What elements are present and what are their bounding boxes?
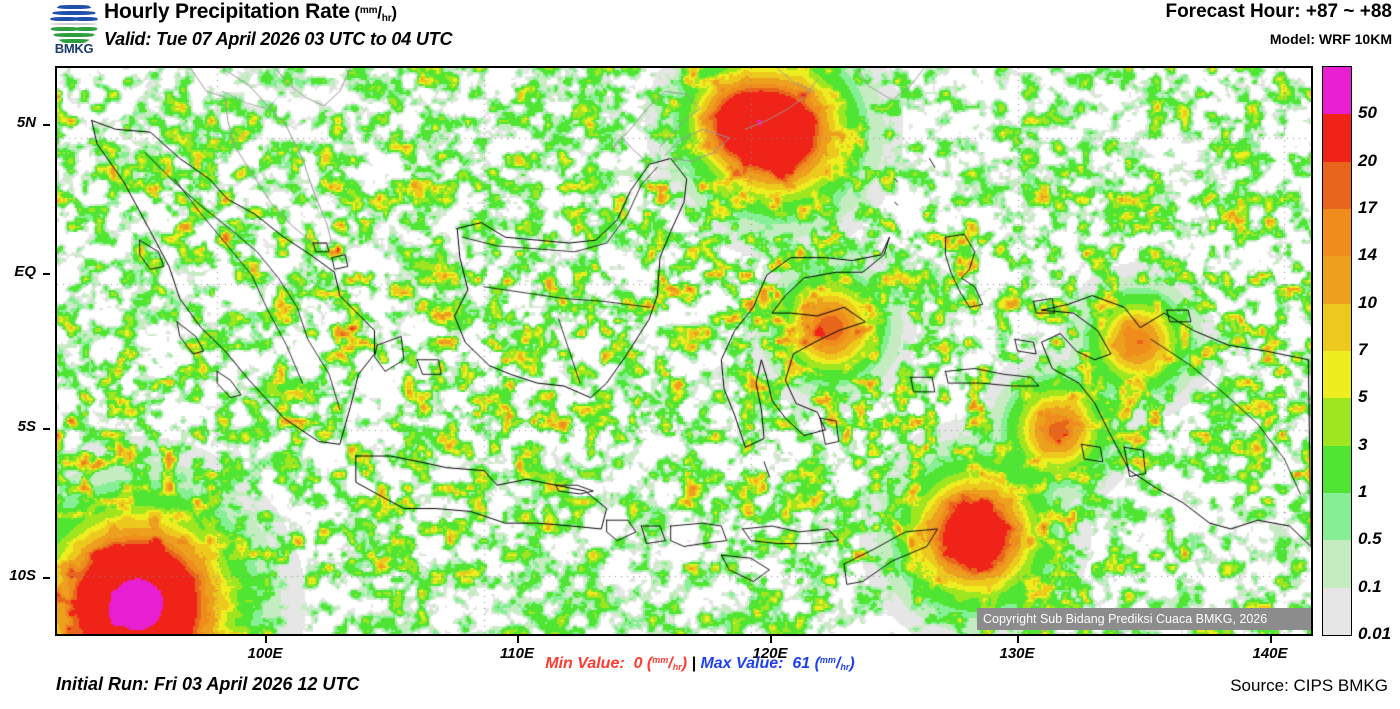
lat-tick-label: EQ xyxy=(14,263,36,280)
precipitation-map[interactable]: Copyright Sub Bidang Prediksi Cuaca BMKG… xyxy=(55,66,1313,636)
initial-run-label: Initial Run: Fri 03 April 2026 12 UTC xyxy=(56,674,360,694)
valid-time-label: Valid: Tue 07 April 2026 03 UTC to 04 UT… xyxy=(104,29,453,49)
page-title-unit: (mm/hr) xyxy=(349,3,397,24)
lon-tick-label: 110E xyxy=(500,645,534,662)
max-value-number: 61 xyxy=(792,655,811,672)
page-title: Hourly Precipitation Rate (mm/hr) xyxy=(104,0,397,24)
colorbar-tick-label: 1 xyxy=(1358,482,1368,501)
lon-tick-mark xyxy=(770,636,772,643)
colorbar-band xyxy=(1323,492,1351,541)
min-unit-num: mm xyxy=(652,655,669,665)
colorbar-band xyxy=(1323,350,1351,399)
colorbar-tick-label: 0.5 xyxy=(1358,529,1382,549)
max-unit-den: hr xyxy=(840,662,850,672)
unit-numerator: mm xyxy=(359,5,378,16)
model-label: Model: WRF 10KM xyxy=(1269,31,1392,47)
latitude-axis: 5N EQ 5S 10S xyxy=(0,0,50,709)
lon-tick-mark xyxy=(517,636,519,643)
max-unit-num: mm xyxy=(819,655,836,665)
unit-denominator: hr xyxy=(381,13,392,24)
bmkg-logo-text: BMKG xyxy=(54,41,94,56)
map-copyright-watermark: Copyright Sub Bidang Prediksi Cuaca BMKG… xyxy=(977,608,1311,630)
colorbar-band xyxy=(1323,587,1351,635)
lat-tick-mark xyxy=(43,273,50,275)
lat-tick-mark xyxy=(43,124,50,126)
colorbar-band xyxy=(1323,208,1351,257)
precipitation-colorbar[interactable] xyxy=(1322,66,1352,636)
min-value-number: 0 xyxy=(633,655,643,672)
colorbar-tick-label: 50 xyxy=(1358,103,1377,123)
max-value-readout: Max Value: 61 (mm/hr) xyxy=(700,655,855,672)
min-value-readout: Min Value: 0 (mm/hr) xyxy=(545,655,688,672)
lat-tick-mark xyxy=(43,577,50,579)
lon-tick-label: 100E xyxy=(247,645,283,662)
colorbar-tick-label: 7 xyxy=(1358,340,1368,359)
max-value-label: Max Value: xyxy=(700,655,784,672)
bmkg-logo: BMKG xyxy=(44,1,104,59)
colorbar-tick-label: 0.1 xyxy=(1358,576,1382,596)
lat-tick-label: 5S xyxy=(17,418,36,435)
colorbar-tick-label: 20 xyxy=(1358,150,1377,170)
colorbar-band xyxy=(1323,256,1351,304)
page-title-text: Hourly Precipitation Rate xyxy=(104,0,350,23)
precipitation-map-canvas xyxy=(57,68,1311,634)
lon-tick-mark xyxy=(1017,636,1019,643)
lon-tick-label: 140E xyxy=(1252,645,1288,662)
colorbar-tick-label: 14 xyxy=(1358,245,1377,265)
min-value-label: Min Value: xyxy=(545,655,625,672)
colorbar-tick-label: 3 xyxy=(1358,434,1368,454)
lat-tick-label: 10S xyxy=(9,567,36,584)
lon-tick-label: 120E xyxy=(752,645,788,662)
colorbar-band xyxy=(1323,445,1351,493)
colorbar-tick-label: 17 xyxy=(1358,198,1377,217)
page-header: BMKG Hourly Precipitation Rate (mm/hr) V… xyxy=(0,0,1400,62)
colorbar-band xyxy=(1323,161,1351,209)
colorbar-band xyxy=(1323,540,1351,588)
colorbar-band xyxy=(1323,67,1351,115)
min-max-separator: | xyxy=(691,655,696,672)
colorbar-band xyxy=(1323,398,1351,446)
colorbar-tick-label: 10 xyxy=(1358,292,1377,312)
colorbar-band xyxy=(1323,303,1351,351)
colorbar-band xyxy=(1323,114,1351,162)
bmkg-logo-emblem-icon xyxy=(50,1,98,45)
min-max-readout: Min Value: 0 (mm/hr) | Max Value: 61 (mm… xyxy=(0,655,1400,673)
forecast-hour-label: Forecast Hour: +87 ~ +88 xyxy=(1165,1,1392,22)
min-unit-den: hr xyxy=(672,662,682,672)
longitude-axis: 100E 110E 120E 130E 140E xyxy=(0,636,1400,666)
colorbar-tick-label: 0.01 xyxy=(1358,624,1392,643)
lon-tick-mark xyxy=(265,636,267,643)
source-label: Source: CIPS BMKG xyxy=(1230,676,1388,695)
lon-tick-label: 130E xyxy=(999,645,1035,662)
lat-tick-label: 5N xyxy=(16,114,36,131)
colorbar-tick-label: 5 xyxy=(1358,387,1368,407)
lon-tick-mark xyxy=(1270,636,1272,643)
lat-tick-mark xyxy=(43,428,50,430)
